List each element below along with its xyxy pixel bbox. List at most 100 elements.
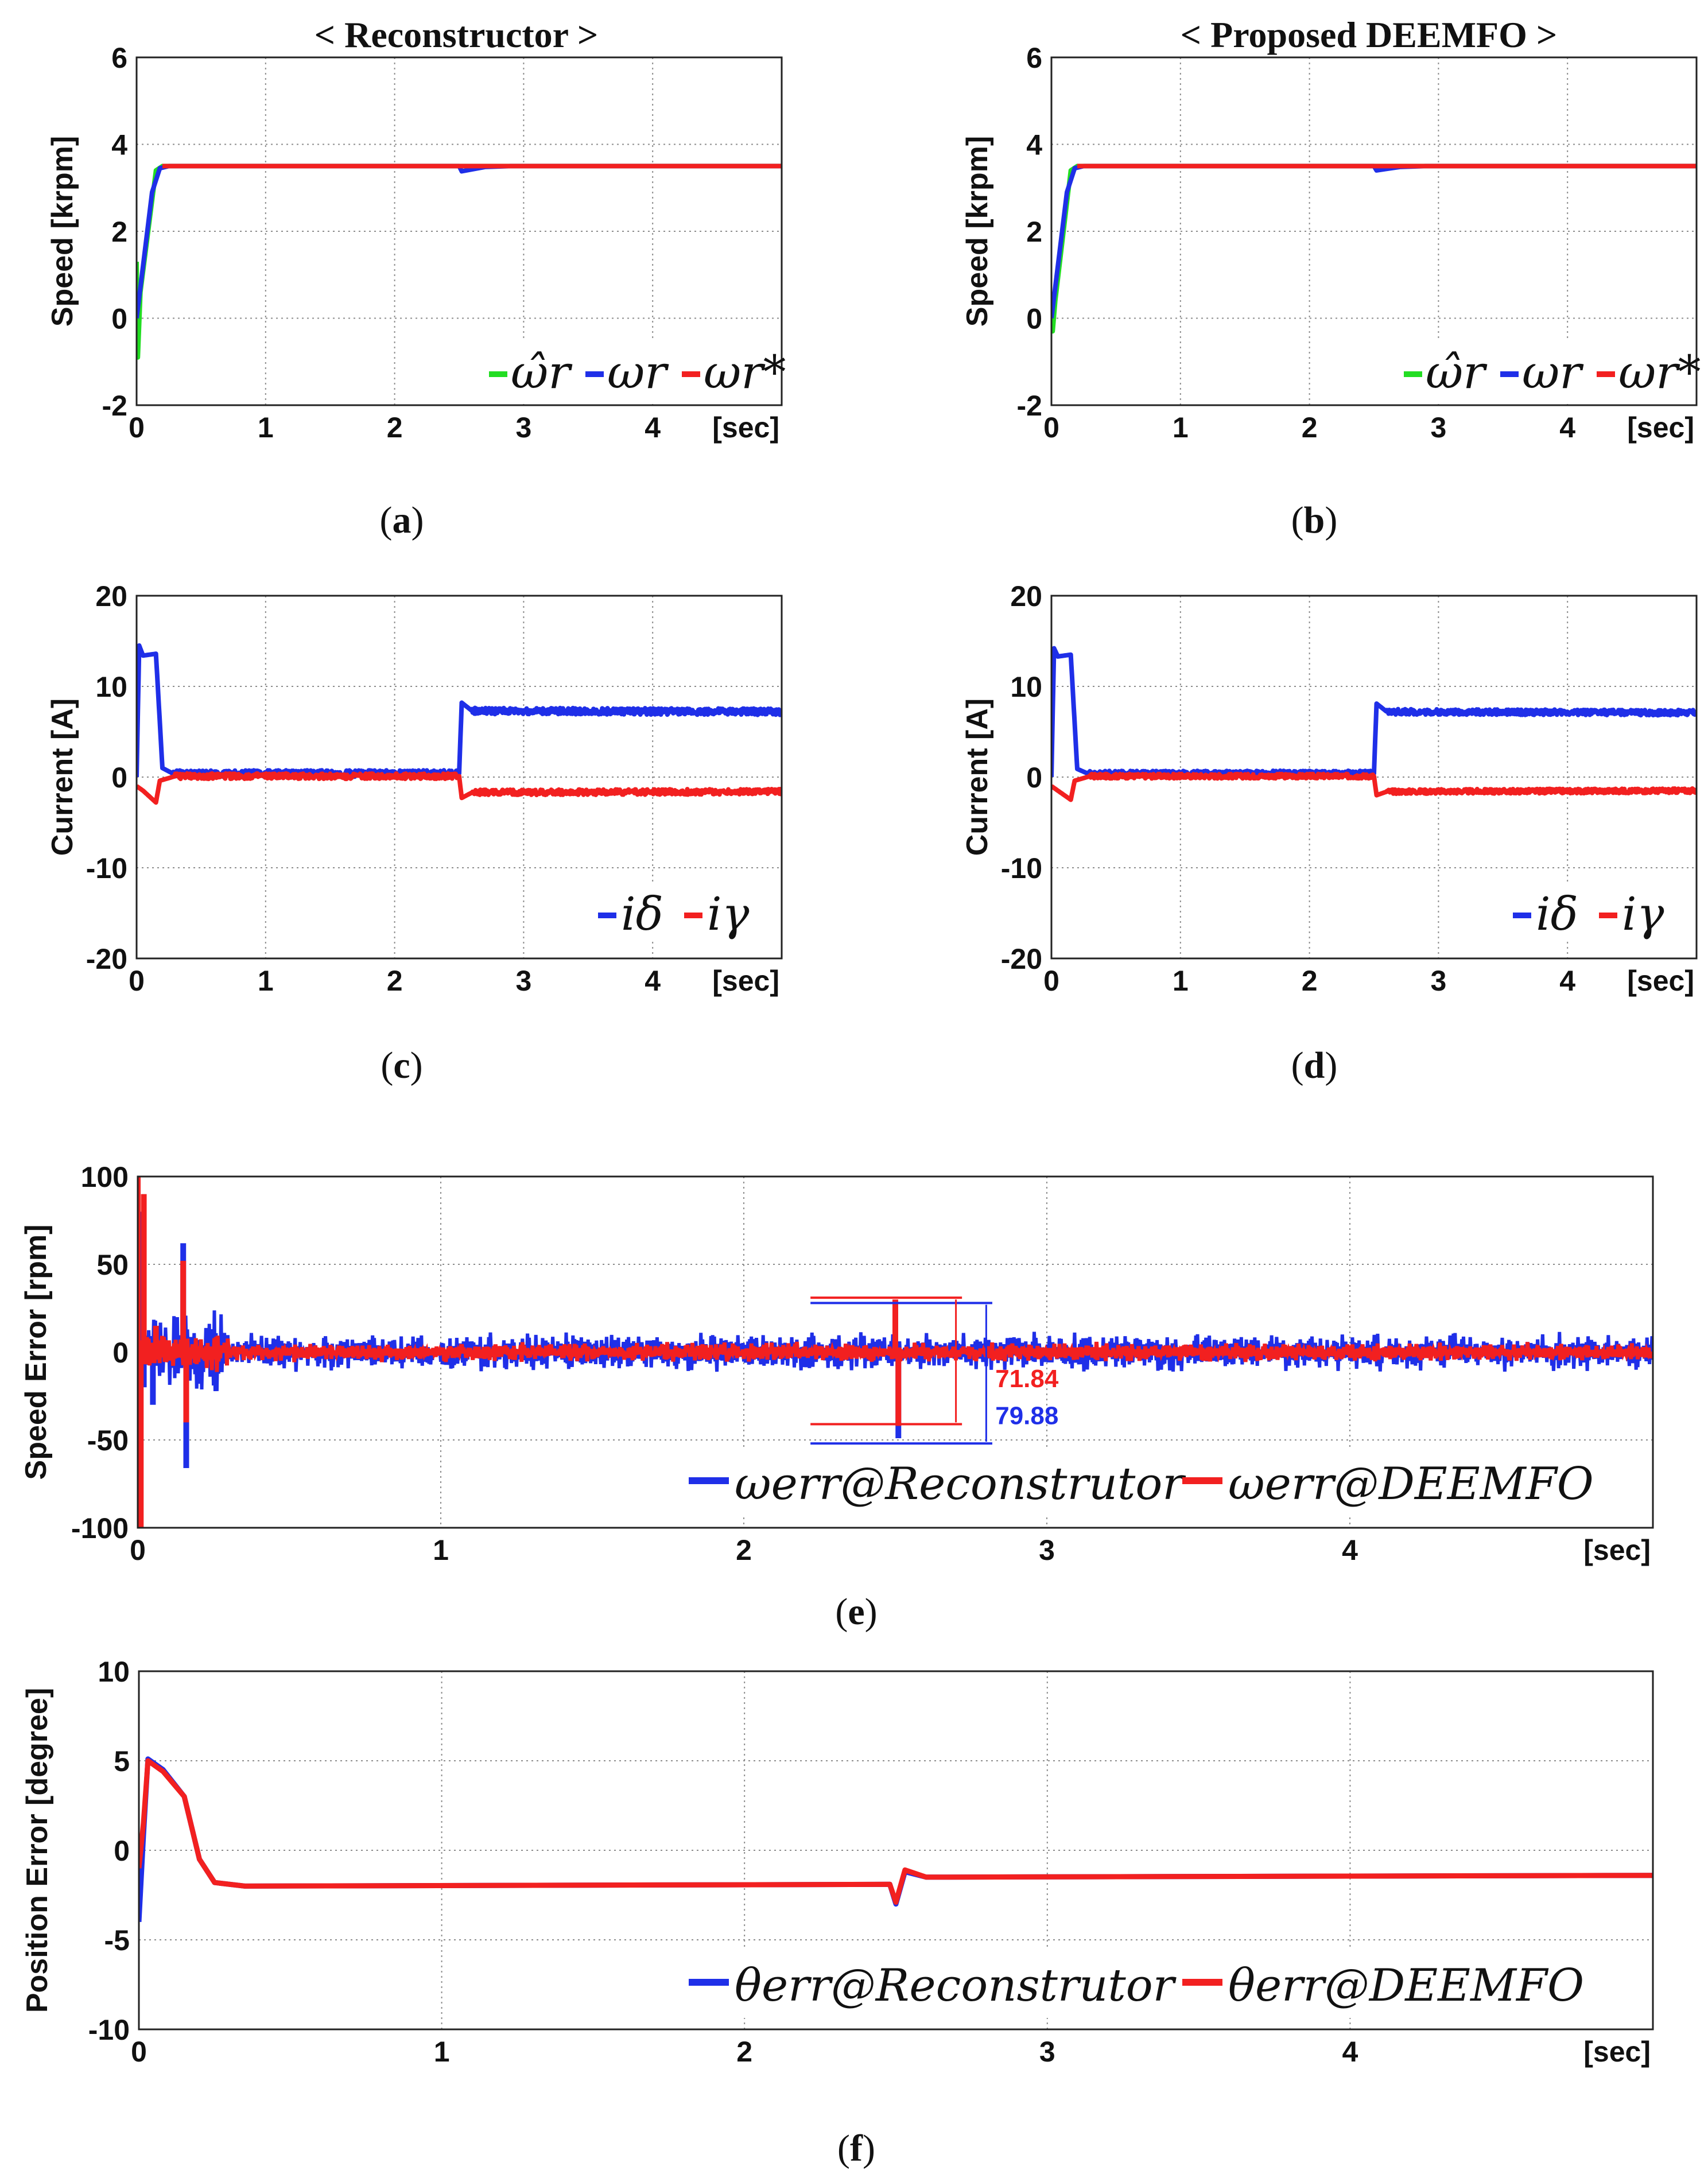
- panel-label-c: (c): [381, 1045, 422, 1086]
- panel-label-d: (d): [1291, 1045, 1338, 1086]
- y-tick-label: 0: [111, 762, 127, 794]
- x-axis-label: [sec]: [1627, 411, 1694, 444]
- legend-entry: θerr@Reconstrutor: [735, 1960, 1177, 2012]
- y-tick-label: -20: [86, 943, 127, 975]
- y-tick-label: -20: [1001, 943, 1042, 975]
- y-tick-label: -5: [104, 1924, 130, 1956]
- y-tick-label: 2: [111, 216, 127, 248]
- legend-entry: ωr*: [1618, 345, 1701, 399]
- y-tick-label: 10: [1010, 671, 1042, 703]
- y-tick-label: -10: [88, 2014, 130, 2046]
- plot-area: [138, 1177, 1653, 1528]
- legend: θerr@Reconstrutor θerr@DEEMFO: [683, 1949, 1647, 2018]
- x-tick-label: 1: [258, 411, 274, 444]
- series-line-red: [1051, 771, 1697, 802]
- plot-frame: [135, 56, 783, 406]
- panel-label-f: (f): [837, 2127, 875, 2169]
- x-tick-label: 0: [129, 965, 145, 997]
- y-tick-label: 2: [1026, 216, 1042, 248]
- legend-entry: ωr*: [704, 345, 786, 399]
- chart-f-position-error: 0 1 2 3 4 -10 -5 0 5 10 [sec] Position Error [degre…: [21, 1656, 1654, 2068]
- x-tick-label: 3: [1039, 1534, 1055, 1566]
- y-tick-label: 6: [111, 42, 127, 74]
- series-line-red: [138, 1335, 1653, 1372]
- x-tick-label: 2: [1302, 965, 1318, 997]
- x-axis-label: [sec]: [1627, 965, 1694, 997]
- legend-entry: ωr: [607, 345, 669, 399]
- y-tick-label: 4: [111, 129, 127, 161]
- panel-label-e: (e): [835, 1591, 877, 1633]
- legend-entry: θerr@DEEMFO: [1228, 1960, 1584, 2012]
- series-line-red: [137, 771, 782, 805]
- series-line-red: [139, 1758, 1653, 1905]
- legend-entry: ωerr@DEEMFO: [1228, 1458, 1594, 1510]
- x-tick-label: 4: [1559, 411, 1575, 444]
- legend-entry: ωr: [1522, 345, 1584, 399]
- y-tick-label: 4: [1026, 129, 1042, 161]
- x-tick-label: 2: [736, 1534, 752, 1566]
- x-tick-label: 2: [736, 2036, 752, 2068]
- legend-box: [483, 341, 776, 404]
- x-tick-label: 3: [515, 965, 531, 997]
- legend-entry: iγ: [707, 887, 750, 941]
- chart-d-current-deemfo: 0 1 2 3 4 -20 -10 0 10 20 [sec] Current [A] iδ iγ: [961, 580, 1698, 997]
- y-tick-label: 20: [95, 580, 127, 612]
- x-tick-label: 3: [1430, 965, 1446, 997]
- x-tick-label: 1: [1173, 965, 1189, 997]
- panel-label-b: (b): [1291, 499, 1338, 541]
- plot-area: [139, 1756, 1653, 1923]
- y-tick-label: -2: [1017, 390, 1042, 422]
- legend-entry: iδ: [1536, 887, 1578, 941]
- y-tick-label: 0: [112, 1337, 129, 1369]
- plot-frame: [135, 595, 783, 960]
- y-axis-label: Current [A]: [961, 698, 994, 856]
- chart-c-current-reconstructor: 0 1 2 3 4 -20 -10 0 10 20 [sec] Current [A] iδ iγ: [46, 580, 783, 997]
- y-tick-label: 100: [81, 1161, 129, 1193]
- peak-annotation: 71.84 79.88: [810, 1296, 1059, 1445]
- y-tick-label: -10: [1001, 852, 1042, 884]
- x-tick-label: 4: [645, 965, 661, 997]
- legend: ωerr@Reconstrutor ωerr@DEEMFO: [683, 1447, 1647, 1516]
- x-tick-label: 0: [130, 1534, 146, 1566]
- x-tick-label: 0: [1043, 965, 1059, 997]
- annotation-value-blue: 79.88: [995, 1401, 1058, 1430]
- y-tick-label: 0: [1026, 762, 1042, 794]
- series-line-blue: [137, 164, 782, 319]
- x-tick-label: 0: [1043, 411, 1059, 444]
- annotation-value-red: 71.84: [995, 1365, 1059, 1393]
- legend-entry: ωerr@Reconstrutor: [735, 1458, 1186, 1510]
- x-tick-label: 1: [258, 965, 274, 997]
- series-line-blue: [1051, 646, 1697, 779]
- y-tick-label: 20: [1010, 580, 1042, 612]
- plot-area: [1051, 646, 1697, 802]
- legend: ω̂r ωr ωr*: [483, 341, 786, 404]
- title-proposed-deemfo: < Proposed DEEMFO >: [1181, 14, 1558, 55]
- y-tick-label: 6: [1026, 42, 1042, 74]
- legend-box: [683, 1949, 1647, 2018]
- plot-frame: [137, 1175, 1654, 1529]
- plot-frame: [138, 1670, 1654, 2031]
- y-tick-label: 10: [98, 1656, 130, 1688]
- y-tick-label: -2: [102, 390, 127, 422]
- plot-area: [137, 643, 782, 805]
- x-tick-label: 1: [433, 1534, 449, 1566]
- y-tick-label: 5: [114, 1745, 130, 1777]
- y-axis-label: Speed Error [rpm]: [20, 1225, 53, 1480]
- legend-entry: ω̂r: [511, 345, 573, 399]
- x-tick-label: 1: [434, 2036, 450, 2068]
- y-tick-label: -50: [87, 1424, 129, 1457]
- x-axis-label: [sec]: [1583, 1534, 1651, 1566]
- y-axis-label: Speed [krpm]: [46, 136, 79, 327]
- series-line-blue: [1051, 164, 1697, 319]
- legend: iδ iγ: [1507, 884, 1691, 941]
- x-axis-label: [sec]: [712, 411, 779, 444]
- x-axis-label: [sec]: [1583, 2036, 1651, 2068]
- y-tick-label: -10: [86, 852, 127, 884]
- x-tick-label: 4: [1342, 2036, 1358, 2068]
- legend-entry: iγ: [1622, 887, 1664, 941]
- plot-frame: [1050, 595, 1698, 960]
- legend: ω̂r ωr ωr*: [1398, 341, 1701, 404]
